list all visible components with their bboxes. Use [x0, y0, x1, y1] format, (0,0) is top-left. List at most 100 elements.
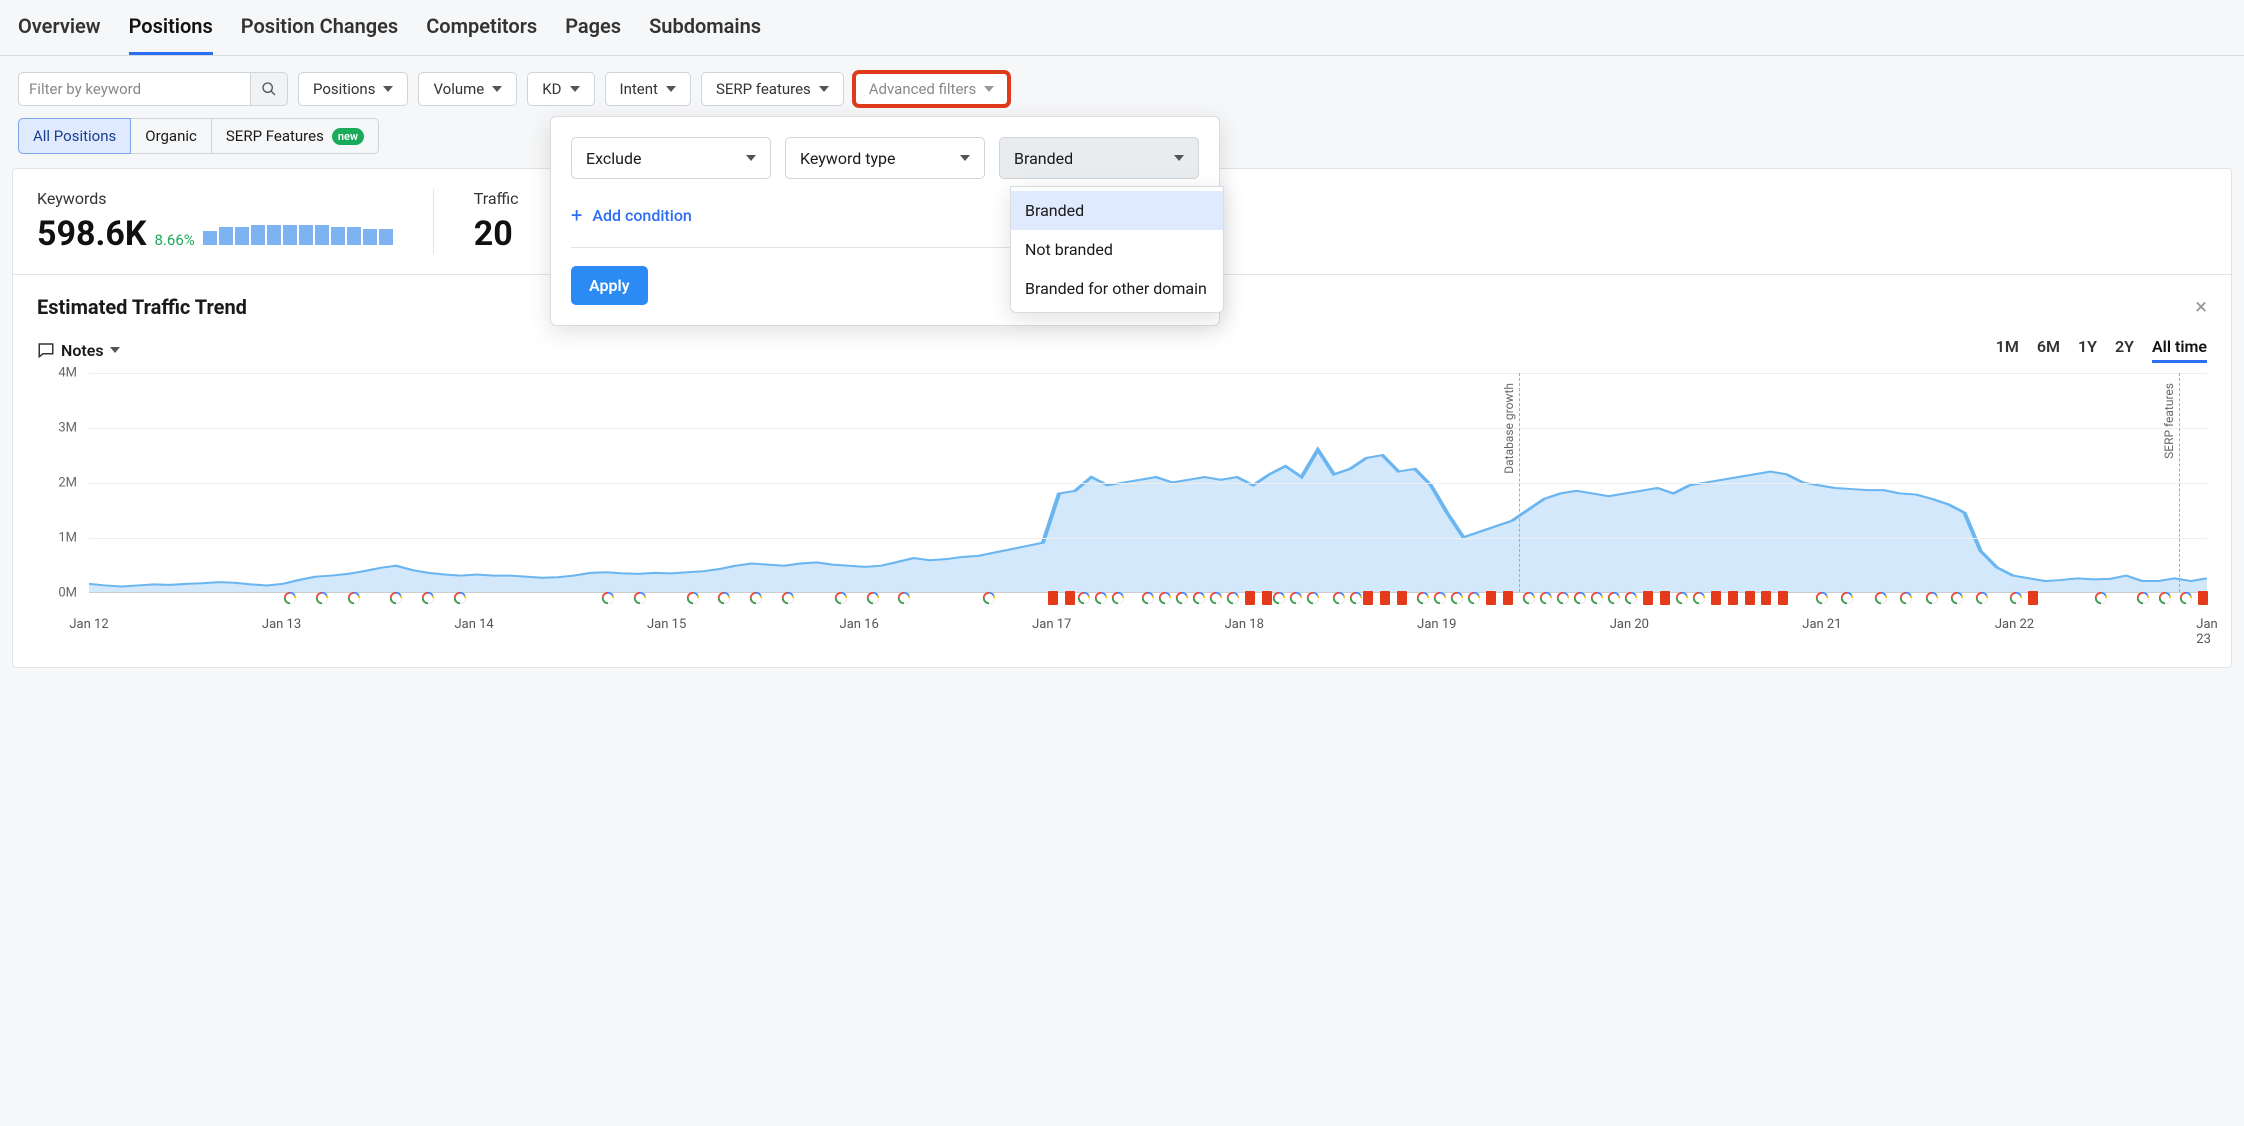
x-tick-label: Jan 21: [1802, 617, 1841, 632]
tab-subdomains[interactable]: Subdomains: [649, 14, 761, 55]
x-tick-label: Jan 22: [1995, 617, 2034, 632]
spark-bar: [363, 229, 377, 245]
keyword-type-label: Keyword type: [800, 149, 895, 168]
filter-volume[interactable]: Volume: [418, 72, 517, 106]
filter-positions[interactable]: Positions: [298, 72, 408, 106]
time-range-2y[interactable]: 2Y: [2115, 337, 2134, 363]
search-button[interactable]: [250, 72, 288, 106]
spark-bar: [203, 231, 217, 245]
annotation-line: SERP features: [2179, 373, 2180, 592]
time-range-1y[interactable]: 1Y: [2078, 337, 2097, 363]
chevron-down-icon: [492, 86, 502, 92]
gridline: [89, 428, 2207, 429]
stat-keywords-value-row: 598.6K 8.66%: [37, 214, 393, 254]
tab-pages[interactable]: Pages: [565, 14, 621, 55]
gridline: [89, 538, 2207, 539]
notes-button[interactable]: Notes: [37, 341, 120, 360]
chevron-down-icon: [960, 155, 970, 161]
filters-row: Positions Volume KD Intent SERP features Adva…: [0, 56, 2244, 114]
main-tabs: Overview Positions Position Changes Competi…: [0, 0, 2244, 56]
x-tick-label: Jan 20: [1610, 617, 1649, 632]
y-tick-label: 1M: [58, 531, 77, 546]
annotation-line: Database growth: [1519, 373, 1520, 592]
x-axis: Jan 12Jan 13Jan 14Jan 15Jan 16Jan 17Jan …: [89, 601, 2207, 641]
spark-bar: [267, 225, 281, 245]
spark-bar: [347, 227, 361, 245]
exclude-select[interactable]: Exclude: [571, 137, 771, 179]
spark-bar: [283, 225, 297, 245]
time-range-1m[interactable]: 1M: [1996, 337, 2019, 363]
y-tick-label: 0M: [58, 586, 77, 601]
chevron-down-icon: [110, 347, 120, 353]
exclude-select-label: Exclude: [586, 149, 641, 168]
spark-bar: [251, 225, 265, 245]
notes-icon: [37, 341, 55, 359]
x-tick-label: Jan 17: [1032, 617, 1071, 632]
x-tick-label: Jan 18: [1225, 617, 1264, 632]
dropdown-option-branded-for-other-domain[interactable]: Branded for other domain: [1011, 269, 1223, 308]
notes-label: Notes: [61, 341, 104, 360]
tab-positions[interactable]: Positions: [129, 14, 213, 55]
chevron-down-icon: [570, 86, 580, 92]
advanced-filters-button[interactable]: Advanced filters: [854, 72, 1009, 106]
x-tick-label: Jan 19: [1417, 617, 1456, 632]
filter-serp-features[interactable]: SERP features: [701, 72, 844, 106]
spark-bar: [219, 227, 233, 245]
x-tick-label: Jan 14: [454, 617, 493, 632]
y-axis: 0M1M2M3M4M: [37, 373, 85, 593]
stat-keywords-pct: 8.66%: [155, 231, 195, 249]
stat-keywords-value: 598.6K: [37, 214, 147, 254]
gridline: [89, 483, 2207, 484]
x-tick-label: Jan 15: [647, 617, 686, 632]
time-range-all-time[interactable]: All time: [2152, 337, 2207, 363]
chevron-down-icon: [666, 86, 676, 92]
segment-all-positions[interactable]: All Positions: [18, 118, 131, 154]
tab-competitors[interactable]: Competitors: [426, 14, 537, 55]
annotation-label: SERP features: [2162, 383, 2176, 459]
stat-keywords-label: Keywords: [37, 189, 393, 208]
stat-keywords: Keywords 598.6K 8.66%: [37, 189, 393, 254]
plot: Database growth SERP features: [89, 373, 2207, 593]
chevron-down-icon: [1174, 155, 1184, 161]
y-tick-label: 2M: [58, 476, 77, 491]
trend-controls: Notes 1M 6M 1Y 2Y All time: [37, 337, 2207, 363]
x-tick-label: Jan 12: [69, 617, 108, 632]
tab-position-changes[interactable]: Position Changes: [241, 14, 398, 55]
apply-button[interactable]: Apply: [571, 266, 648, 305]
chevron-down-icon: [746, 155, 756, 161]
chart-area: 0M1M2M3M4M Database growthSERP features …: [37, 373, 2207, 643]
keyword-type-select[interactable]: Keyword type: [785, 137, 985, 179]
spark-bar: [299, 225, 313, 245]
search-icon: [261, 81, 277, 97]
filter-kd[interactable]: KD: [527, 72, 594, 106]
trend-section: × Estimated Traffic Trend Notes 1M6M1Y2Y…: [13, 274, 2231, 667]
dropdown-option-not-branded[interactable]: Not branded: [1011, 230, 1223, 269]
spark-bar: [235, 227, 249, 245]
popover-row: Exclude Keyword type Branded: [571, 137, 1199, 179]
new-badge: new: [332, 128, 364, 145]
chevron-down-icon: [383, 86, 393, 92]
stat-divider: [433, 189, 434, 254]
close-icon[interactable]: ×: [2195, 295, 2207, 320]
annotation-label: Database growth: [1502, 383, 1516, 474]
stat-traffic-value-row: 20: [474, 214, 519, 254]
branded-dropdown: BrandedNot brandedBranded for other doma…: [1010, 186, 1224, 313]
branded-select[interactable]: Branded: [999, 137, 1199, 179]
tab-overview[interactable]: Overview: [18, 14, 101, 55]
segment-organic[interactable]: Organic: [131, 118, 212, 154]
x-tick-label: Jan 23: [2196, 617, 2217, 647]
spark-bar: [379, 229, 393, 245]
keywords-sparkline: [203, 219, 393, 245]
spark-bar: [331, 227, 345, 245]
y-tick-label: 3M: [58, 421, 77, 436]
chevron-down-icon: [819, 86, 829, 92]
chevron-down-icon: [984, 86, 994, 92]
filter-intent[interactable]: Intent: [605, 72, 691, 106]
dropdown-option-branded[interactable]: Branded: [1011, 191, 1223, 230]
time-range-6m[interactable]: 6M: [2037, 337, 2060, 363]
gridline: [89, 373, 2207, 374]
add-condition-label: Add condition: [592, 206, 691, 225]
segment-serp-features[interactable]: SERP Featuresnew: [212, 118, 379, 154]
search-input[interactable]: [18, 72, 250, 106]
y-tick-label: 4M: [58, 366, 77, 381]
